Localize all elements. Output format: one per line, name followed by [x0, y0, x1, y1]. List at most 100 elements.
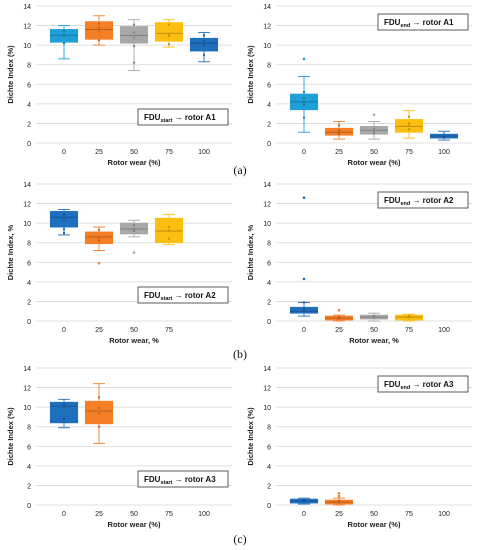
box-body — [84, 231, 114, 245]
x-tick-label: 50 — [370, 149, 378, 156]
x-tick-label: 50 — [370, 511, 378, 518]
x-tick-label: 100 — [438, 511, 450, 518]
outlier-point — [337, 308, 341, 312]
mean-marker: × — [407, 123, 411, 130]
mean-marker: × — [97, 235, 101, 242]
box-0: × — [49, 25, 79, 60]
data-point — [97, 396, 101, 399]
mean-marker: × — [407, 315, 411, 322]
y-tick-label: 6 — [267, 82, 271, 89]
box-1: × — [84, 15, 114, 46]
y-tick-label: 8 — [27, 241, 31, 248]
box-3: × — [154, 213, 184, 246]
y-tick-label: 0 — [27, 141, 31, 148]
box-2: × — [119, 19, 149, 72]
data-point — [62, 231, 66, 235]
data-point — [132, 23, 136, 26]
mean-marker: × — [337, 316, 341, 323]
panel-label: FDUend → rotor A3 — [377, 375, 469, 393]
x-tick-label: 100 — [198, 149, 210, 156]
mean-marker: × — [337, 130, 341, 137]
data-point — [62, 227, 66, 231]
data-point — [132, 229, 136, 233]
x-tick-label: 100 — [198, 511, 210, 518]
x-tick-label: 0 — [62, 511, 66, 518]
data-point — [337, 133, 341, 136]
x-tick-label: 100 — [438, 327, 450, 334]
y-tick-label: 10 — [23, 405, 31, 412]
data-point — [337, 315, 341, 319]
box-1: × — [84, 226, 114, 265]
y-tick-label: 14 — [23, 182, 31, 189]
x-tick-label: 75 — [165, 511, 173, 518]
data-point — [167, 23, 171, 26]
y-tick-label: 12 — [23, 24, 31, 31]
outlier-point — [337, 491, 341, 495]
mean-marker: × — [202, 43, 206, 50]
y-tick-label: 0 — [267, 141, 271, 148]
panel-label-box — [137, 286, 229, 304]
box-body — [189, 37, 219, 52]
y-tick-label: 12 — [263, 386, 271, 393]
y-tick-label: 4 — [27, 280, 31, 287]
y-tick-label: 14 — [263, 4, 271, 11]
box-body — [84, 400, 114, 425]
y-tick-label: 4 — [27, 102, 31, 109]
y-tick-label: 0 — [27, 503, 31, 510]
panel-label-box — [137, 470, 229, 488]
x-tick-label: 0 — [302, 511, 306, 518]
y-tick-label: 8 — [27, 425, 31, 432]
chart-b-left: 0 2 4 6 8 10 12 14 Dichte Index, % 0 25 50 75 Rotor w… — [0, 178, 240, 361]
x-axis-label: Rotor wear (%) — [348, 520, 401, 529]
mean-marker: × — [62, 217, 66, 224]
x-tick-label: 75 — [405, 149, 413, 156]
data-point — [167, 34, 171, 37]
y-tick-label: 4 — [267, 102, 271, 109]
mean-marker: × — [167, 33, 171, 40]
chart-a-right: 0 2 4 6 8 10 12 14 Dichte Index (%) 0 25 50 75 100 Rot… — [240, 0, 480, 183]
y-tick-label: 4 — [267, 280, 271, 287]
data-point — [442, 136, 446, 139]
data-point — [202, 40, 206, 43]
y-axis-label: Dichte Index (%) — [246, 45, 255, 104]
data-point — [302, 103, 306, 106]
data-point — [97, 26, 101, 29]
data-point — [97, 22, 101, 25]
y-axis-label: Dichte Index, % — [246, 224, 255, 280]
outlier-point — [372, 113, 376, 116]
box-1: × — [324, 121, 354, 140]
mean-marker: × — [372, 128, 376, 135]
y-tick-label: 14 — [23, 366, 31, 373]
x-tick-label: 0 — [62, 149, 66, 156]
data-point — [62, 33, 66, 36]
y-tick-label: 8 — [267, 63, 271, 70]
data-point — [407, 122, 411, 125]
y-tick-label: 10 — [23, 43, 31, 50]
mean-marker: × — [132, 227, 136, 234]
panel-label: FDUstart → rotor A2 — [137, 286, 229, 304]
y-tick-label: 6 — [267, 444, 271, 451]
data-point — [372, 315, 376, 318]
x-tick-label: 100 — [438, 149, 450, 156]
mean-marker: × — [132, 35, 136, 42]
chart-b-right: 0 2 4 6 8 10 12 14 Dichte Index, % 0 25 50 75 100 Roto… — [240, 178, 480, 361]
box-3: × — [394, 313, 424, 322]
data-point — [407, 315, 411, 318]
data-point — [167, 237, 171, 240]
data-point — [132, 31, 136, 34]
box-4: × — [429, 130, 459, 141]
data-point — [132, 45, 136, 48]
mean-marker: × — [97, 411, 101, 418]
data-point — [302, 499, 306, 502]
x-tick-label: 50 — [130, 511, 138, 518]
y-tick-label: 12 — [263, 24, 271, 31]
x-tick-label: 50 — [130, 327, 138, 334]
caption-b: (b) — [233, 347, 247, 361]
data-point — [337, 129, 341, 132]
y-tick-label: 12 — [263, 202, 271, 209]
panel-label-text: FDUstart → rotor A3 — [144, 475, 216, 486]
box-0: × — [289, 497, 319, 506]
data-point — [372, 127, 376, 130]
y-tick-label: 10 — [263, 405, 271, 412]
outlier-point — [302, 196, 306, 199]
